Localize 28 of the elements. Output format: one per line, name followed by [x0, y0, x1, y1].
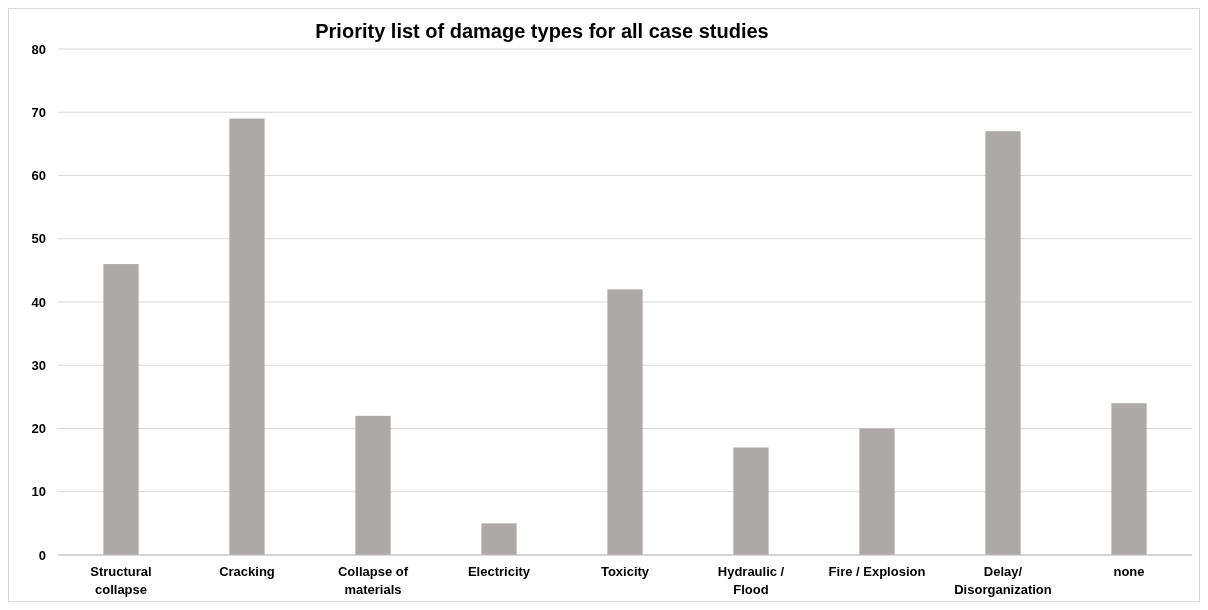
- bar: [229, 118, 265, 555]
- x-tick-label: Hydraulic / Flood: [717, 564, 785, 597]
- x-tick-label: Fire / Explosion: [828, 564, 926, 579]
- bar: [355, 415, 391, 555]
- y-tick-label: 40: [31, 294, 46, 310]
- y-tick-label: 60: [31, 168, 46, 184]
- x-tick-label: Electricity: [467, 564, 531, 579]
- x-tick-label: Structural collapse: [90, 564, 152, 597]
- y-tick-label: 80: [31, 41, 46, 57]
- y-tick-label: 0: [38, 547, 46, 563]
- y-tick-label: 10: [31, 484, 46, 500]
- y-tick-label: 50: [31, 231, 46, 247]
- y-tick-label: 30: [31, 357, 46, 373]
- bar: [607, 289, 643, 555]
- y-tick-label: 70: [31, 104, 46, 120]
- chart-title: Priority list of damage types for all case studies: [315, 20, 769, 42]
- bar: [859, 428, 895, 555]
- x-tick-label: Collapse of materials: [337, 564, 409, 597]
- bar: [733, 447, 769, 555]
- bar: [1111, 403, 1147, 555]
- x-tick-label: Toxicity: [600, 564, 650, 579]
- bar: [985, 131, 1021, 555]
- y-tick-label: 20: [31, 421, 46, 437]
- x-tick-label: Cracking: [219, 564, 275, 579]
- bar: [481, 523, 517, 555]
- x-tick-label: Delay/ Disorganization: [954, 564, 1052, 597]
- x-tick-label: none: [1113, 564, 1145, 579]
- bar: [103, 264, 139, 555]
